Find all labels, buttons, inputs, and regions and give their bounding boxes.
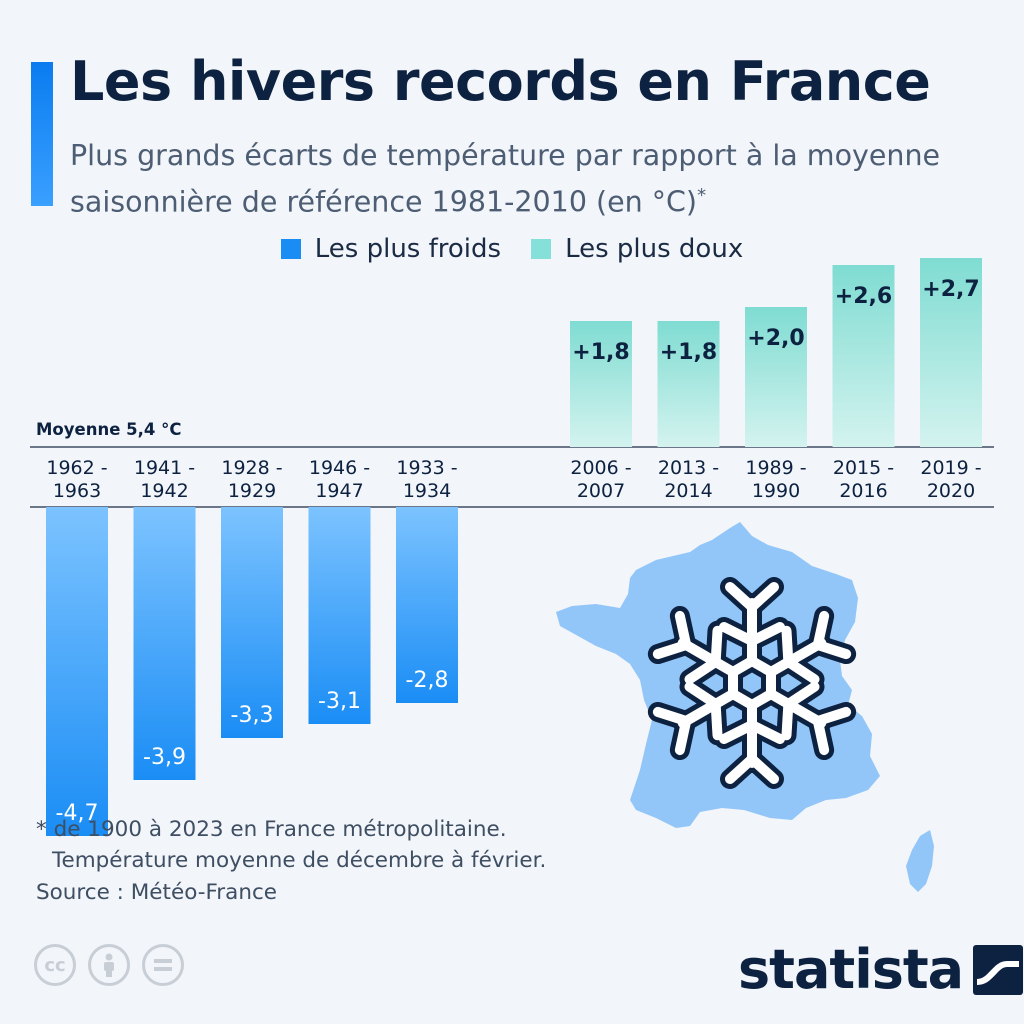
bar-value-label: -4,7 xyxy=(56,801,99,826)
category-label-end: 2020 xyxy=(927,480,975,502)
bar-value-label: -3,9 xyxy=(143,745,186,770)
category-label-end: 2007 xyxy=(577,480,625,502)
license-icons: cc xyxy=(34,944,184,986)
page-title: Les hivers records en France xyxy=(70,50,931,113)
footnote-line-2: Température moyenne de décembre à févrie… xyxy=(52,848,547,873)
category-label-end: 1942 xyxy=(140,480,188,502)
bar-value-label: -3,3 xyxy=(231,703,274,728)
page-subtitle: Plus grands écarts de température par ra… xyxy=(70,136,1010,223)
bar-2013-2014 xyxy=(657,321,720,447)
bar-value-label: +2,6 xyxy=(835,284,892,309)
subtitle-text: Plus grands écarts de température par ra… xyxy=(70,139,941,219)
bar-2015-2016 xyxy=(832,265,895,447)
source-note: Source : Météo-France xyxy=(36,880,277,905)
category-label-start: 1946 - xyxy=(309,457,370,479)
subtitle-footnote-mark: * xyxy=(697,185,707,206)
no-derivatives-icon[interactable] xyxy=(142,944,184,986)
bar-value-label: -3,1 xyxy=(318,689,361,714)
legend-item-cold: Les plus froids xyxy=(280,234,502,264)
legend-label-cold: Les plus froids xyxy=(314,234,502,264)
bar-2019-2020 xyxy=(920,258,982,447)
bar-1933-1934 xyxy=(396,507,458,703)
france-map-icon xyxy=(556,522,934,892)
bar-1962-1963 xyxy=(46,507,108,836)
bar-1928-1929 xyxy=(221,507,283,738)
bar-value-label: +1,8 xyxy=(572,340,629,365)
category-label-start: 2015 - xyxy=(833,457,894,479)
creative-commons-icon[interactable]: cc xyxy=(34,944,76,986)
baseline-label: Moyenne 5,4 °C xyxy=(36,420,182,439)
category-label-start: 1989 - xyxy=(745,457,806,479)
chart-legend: Les plus froids Les plus doux xyxy=(0,234,1024,264)
statista-logo[interactable]: statista xyxy=(738,938,1024,1001)
category-label-end: 2016 xyxy=(839,480,887,502)
category-label-start: 2006 - xyxy=(570,457,631,479)
bar-value-label: +2,7 xyxy=(922,277,979,302)
footnote-line-1: * de 1900 à 2023 en France métropolitain… xyxy=(36,817,507,842)
category-label-end: 2014 xyxy=(664,480,712,502)
bar-value-label: -2,8 xyxy=(406,668,449,693)
bar-1941-1942 xyxy=(133,507,196,780)
legend-item-warm: Les plus doux xyxy=(531,234,743,264)
category-label-end: 1947 xyxy=(315,480,363,502)
category-label-start: 2019 - xyxy=(920,457,981,479)
category-label-end: 1929 xyxy=(228,480,276,502)
snowflake-inner xyxy=(655,582,849,779)
category-label-end: 1963 xyxy=(53,480,101,502)
statista-logo-icon xyxy=(973,944,1024,995)
bar-value-label: +1,8 xyxy=(660,340,717,365)
category-label-end: 1990 xyxy=(752,480,800,502)
category-label-start: 1962 - xyxy=(46,457,107,479)
logo-wordmark: statista xyxy=(738,938,964,1001)
category-label-start: 1941 - xyxy=(134,457,195,479)
legend-swatch-cold xyxy=(280,239,301,259)
legend-swatch-warm xyxy=(531,239,552,259)
bar-1989-1990 xyxy=(745,307,807,447)
category-label-end: 1934 xyxy=(403,480,451,502)
bar-1946-1947 xyxy=(308,507,371,724)
attribution-icon[interactable] xyxy=(88,944,130,986)
category-label-start: 1933 - xyxy=(396,457,457,479)
bar-value-label: +2,0 xyxy=(747,326,804,351)
category-label-start: 1928 - xyxy=(221,457,282,479)
legend-label-warm: Les plus doux xyxy=(565,234,744,264)
category-label-start: 2013 - xyxy=(658,457,719,479)
title-accent-bar xyxy=(31,62,53,206)
bar-2006-2007 xyxy=(570,321,632,447)
footnote: * de 1900 à 2023 en France métropolitain… xyxy=(36,814,546,876)
